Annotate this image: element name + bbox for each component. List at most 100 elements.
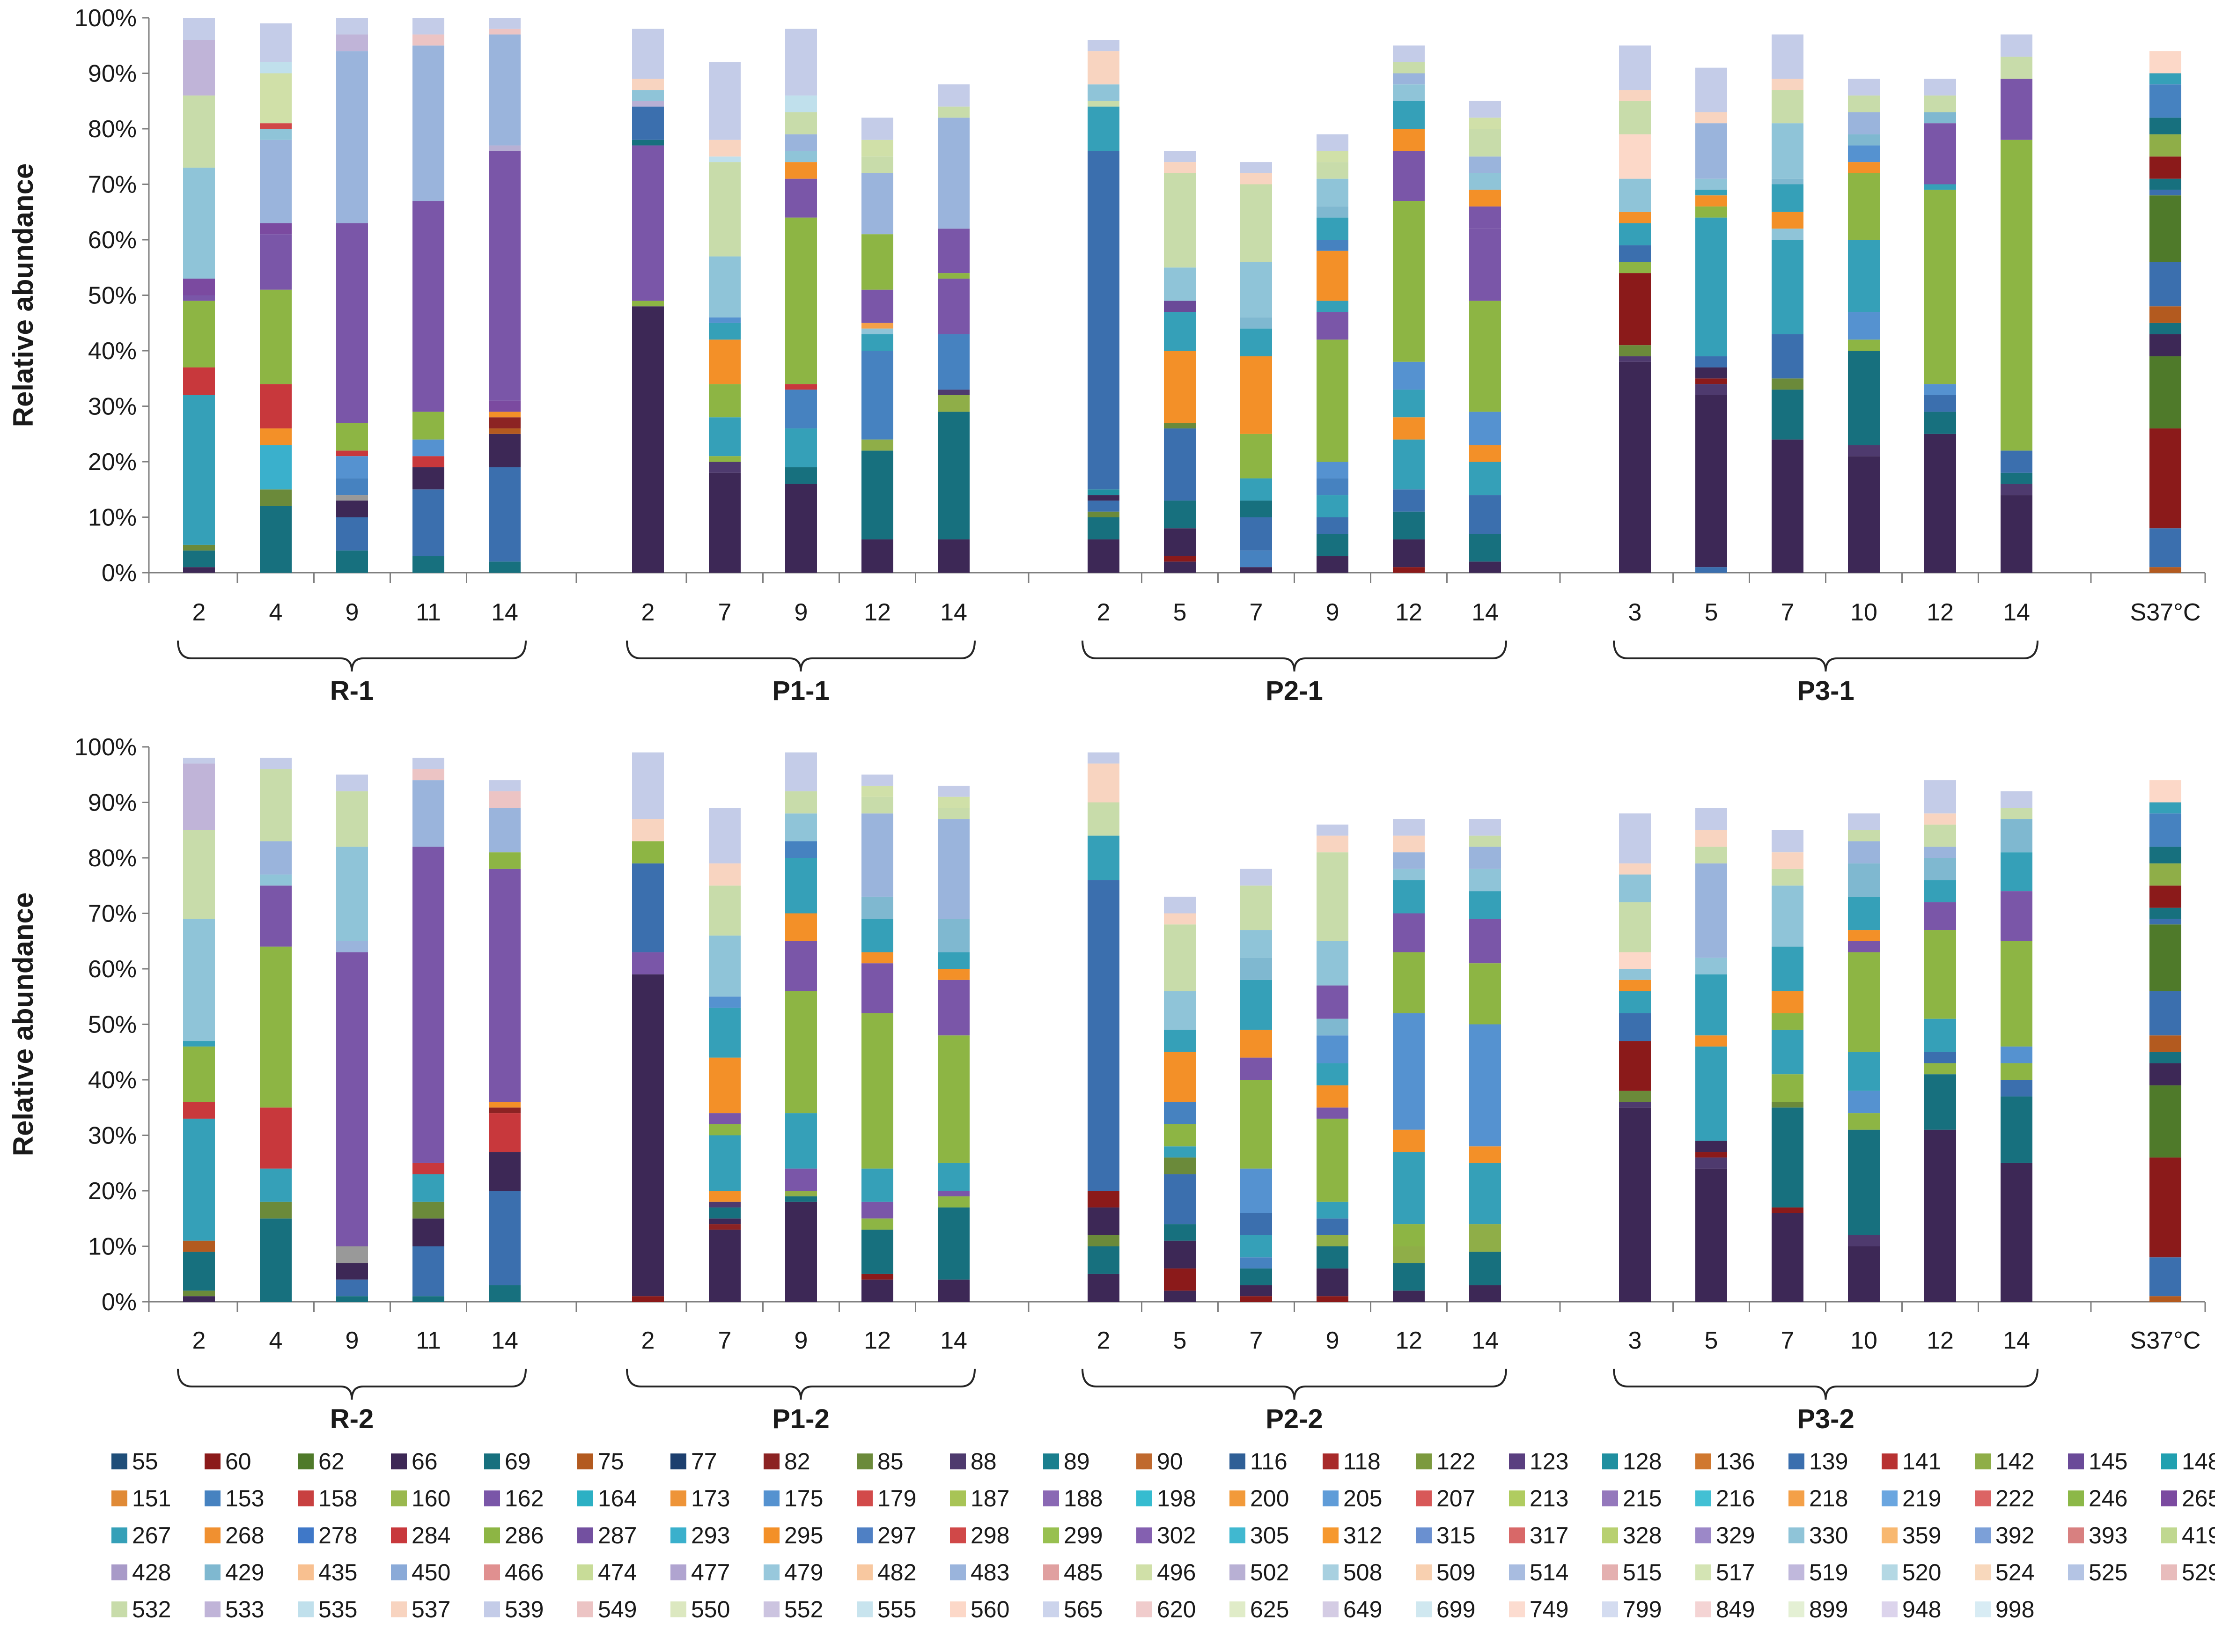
x-tick-label: 11 <box>416 599 441 626</box>
bar-segment-otu-539 <box>1393 45 1425 62</box>
legend-swatch-328 <box>1602 1527 1618 1543</box>
x-tick-label: 7 <box>718 1327 732 1354</box>
bar-segment-otu-539 <box>785 752 817 791</box>
bar-segment-otu-142 <box>2149 134 2181 157</box>
legend-label: 123 <box>1530 1448 1568 1475</box>
x-tick-label: 14 <box>2003 1327 2030 1354</box>
bar-segment-otu-66 <box>1088 1274 1119 1302</box>
bar-segment-otu-69 <box>1088 1246 1119 1274</box>
legend-label: 286 <box>505 1522 544 1549</box>
bar-segment-otu-60 <box>1317 1296 1348 1302</box>
bar-segment-otu-532 <box>1317 852 1348 941</box>
y-tick-label: 90% <box>88 789 137 817</box>
legend-label: 175 <box>784 1485 823 1512</box>
bar-segment-otu-128 <box>1088 489 1119 495</box>
bar-segment-otu-295 <box>785 162 817 179</box>
bar-segment-otu-295 <box>1469 445 1501 462</box>
bar-segment-otu-60 <box>2149 156 2181 179</box>
bar-segment-otu-223 <box>336 1246 368 1263</box>
y-tick-label: 90% <box>88 60 137 88</box>
bar-segment-otu-539 <box>260 23 292 62</box>
legend-swatch-508 <box>1323 1564 1339 1580</box>
bar-segment-otu-75 <box>2149 567 2181 573</box>
legend-swatch-849 <box>1695 1601 1711 1617</box>
bar-segment-otu-286 <box>709 456 741 462</box>
bar-segment-otu-66 <box>1772 439 1803 573</box>
legend-swatch-187 <box>950 1490 966 1506</box>
legend-label: 312 <box>1343 1522 1382 1549</box>
bar-segment-otu-66 <box>1619 1107 1651 1302</box>
bar-segment-otu-175 <box>336 456 368 479</box>
bar-segment-otu-88 <box>1619 356 1651 362</box>
bar-segment-otu-66 <box>1164 561 1196 573</box>
bar-segment-otu-539 <box>1695 808 1727 830</box>
legend-swatch-302 <box>1136 1527 1152 1543</box>
bar-segment-otu-535 <box>260 62 292 74</box>
bar-segment-otu-66 <box>632 306 664 573</box>
bar-segment-otu-69 <box>1848 1129 1880 1235</box>
legend-label: 477 <box>691 1559 730 1586</box>
bar-segment-otu-267 <box>412 1174 444 1202</box>
legend-swatch-268 <box>205 1527 221 1543</box>
legend-swatch-429 <box>205 1564 221 1580</box>
group-label: P2-1 <box>1266 676 1323 706</box>
bar-segment-otu-295 <box>861 952 893 964</box>
bar-segment-otu-539 <box>1772 34 1803 79</box>
legend-swatch-428 <box>111 1564 127 1580</box>
x-tick-label: 14 <box>2003 599 2030 626</box>
group-label: P2-2 <box>1266 1404 1323 1434</box>
legend-label: 998 <box>1995 1596 2034 1622</box>
bar-segment-otu-267 <box>1240 980 1272 1030</box>
bar-segment-otu-223 <box>336 495 368 501</box>
bar-segment-otu-502 <box>489 145 521 151</box>
bar-segment-otu-162 <box>938 229 970 273</box>
legend-label: 552 <box>784 1596 823 1622</box>
bar-segment-otu-532 <box>1317 162 1348 179</box>
bar-segment-otu-153 <box>1317 478 1348 495</box>
bar-segment-otu-69 <box>2149 1052 2181 1063</box>
legend-label: 118 <box>1343 1448 1381 1475</box>
bar-segment-otu-295 <box>1164 351 1196 423</box>
legend-swatch-200 <box>1229 1490 1245 1506</box>
legend-label: 153 <box>225 1485 264 1512</box>
bar-segment-otu-284 <box>489 1113 521 1152</box>
bar-segment-otu-286 <box>1317 339 1348 462</box>
legend-label: 699 <box>1436 1596 1475 1622</box>
bar-segment-otu-66 <box>1240 567 1272 573</box>
bar-segment-otu-69 <box>1469 1252 1501 1285</box>
x-tick-label: 4 <box>269 599 283 626</box>
bar-segment-otu-162 <box>938 278 970 334</box>
bar-segment-otu-560 <box>1619 952 1651 969</box>
bar-segment-otu-139 <box>632 863 664 952</box>
x-tick-label: 10 <box>1850 599 1877 626</box>
bar-segment-otu-295 <box>1317 251 1348 301</box>
bar-segment-otu-532 <box>1088 802 1119 836</box>
bar-segment-otu-286 <box>1469 301 1501 412</box>
legend-label: 139 <box>1809 1448 1848 1475</box>
bar-segment-otu-295 <box>489 412 521 418</box>
bar-segment-otu-496 <box>260 73 292 124</box>
bar-segment-otu-286 <box>1393 201 1425 362</box>
bar-segment-otu-85 <box>1619 345 1651 356</box>
bar-segment-otu-139 <box>1240 1213 1272 1235</box>
bar-segment-otu-69 <box>1164 500 1196 529</box>
x-tick-label: S37°C <box>2130 1327 2201 1354</box>
y-tick-label: 30% <box>88 393 137 420</box>
bar-segment-otu-539 <box>861 774 893 786</box>
bar-segment-otu-88 <box>938 389 970 395</box>
legend-swatch-219 <box>1882 1490 1898 1506</box>
bar-segment-otu-139 <box>1088 880 1119 1191</box>
legend-swatch-90 <box>1136 1453 1152 1469</box>
bar-segment-otu-162 <box>412 201 444 412</box>
bar-segment-otu-66 <box>1088 539 1119 573</box>
bar-segment-otu-560 <box>1619 134 1651 179</box>
legend-label: 450 <box>412 1559 450 1586</box>
bar-segment-otu-153 <box>785 389 817 428</box>
legend-swatch-122 <box>1416 1453 1432 1469</box>
bar-segment-otu-483 <box>412 45 444 201</box>
bar-segment-otu-284 <box>785 384 817 390</box>
bar-segment-otu-85 <box>183 545 215 551</box>
bar-segment-otu-330 <box>260 129 292 140</box>
legend-swatch-207 <box>1416 1490 1432 1506</box>
bar-segment-otu-69 <box>1240 1268 1272 1285</box>
